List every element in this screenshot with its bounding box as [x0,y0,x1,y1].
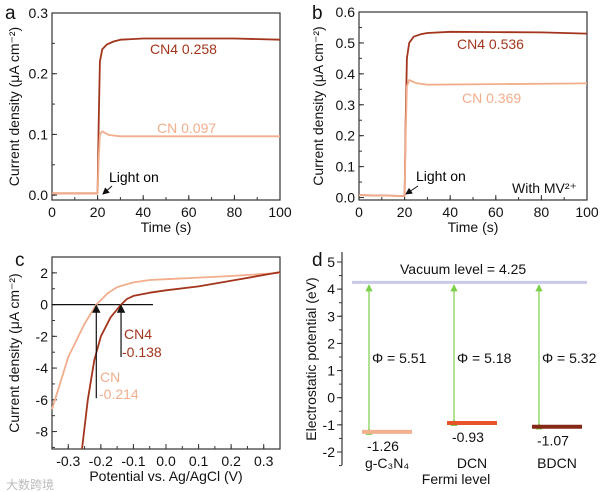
y-axis-label: Current density (μA cm⁻²) [310,26,326,185]
fermi-value-label: -1.07 [537,433,569,449]
cn-onset-label: -0.214 [99,386,139,402]
x-tick-label: 0.3 [254,453,274,469]
cn4-label-b: CN4 0.536 [457,36,524,52]
panel-d: -2 -1 0 1 2 3 4 5 Electrostatic potential (eV) Φ … [303,252,597,471]
x-tick-label: 60 [181,204,197,220]
x-tick-label: -0.2 [89,453,113,469]
x-tick-label: 40 [135,204,151,220]
fermi-level-label: Fermi level [422,471,490,487]
cn4-label-c: CN4 [124,326,152,342]
x-tick-label: 0.1 [189,453,209,469]
x-tick-label: -0.3 [56,453,80,469]
x-tick-label: 0.0 [156,453,176,469]
x-tick-label: 0 [355,204,363,220]
y-tick-label: -6 [36,392,49,408]
series-line-cn [51,272,281,410]
y-tick-label: 0.0 [29,187,49,203]
y-tick-label: -1 [323,417,336,433]
panel-letter-d: d [312,250,323,271]
work-function-label: Φ = 5.18 [457,350,512,366]
x-tick-label: 100 [575,204,599,220]
y-tick-label: 2 [327,335,335,351]
x-tick-label: 80 [227,204,243,220]
y-tick-label: 1 [327,363,335,379]
panel-c: -0.3 -0.2 -0.1 0.0 0.1 0.2 0.3 -8 -6 -4 -2 0 2 Potent… [6,256,281,484]
x-tick-label: 0 [48,204,56,220]
y-axis-label: Electrostatic potential (eV) [303,277,319,440]
x-axis-label: Time (s) [141,219,192,235]
x-tick-label: 60 [488,204,504,220]
cn-label-c: CN [100,369,120,385]
category-label: BDCN [537,455,577,471]
series-line-cn [358,79,588,197]
cn4-onset-label: -0.138 [122,344,162,360]
panel-letter-b: b [312,3,323,24]
light-on-arrow-b [405,185,419,195]
fermi-value-label: -0.93 [452,429,484,445]
cn-label-b: CN 0.369 [462,90,521,106]
vacuum-level-label: Vacuum level = 4.25 [400,261,526,277]
y-tick-label: 0.6 [336,4,356,20]
x-tick-label: 40 [442,204,458,220]
y-tick-label: 0.3 [29,5,49,21]
panel-letter-a: a [5,3,16,24]
cn-label-a: CN 0.097 [157,120,216,136]
light-on-label-a: Light on [109,169,159,185]
y-axis-label: Current density (μA cm⁻²) [6,273,22,432]
x-tick-label: 20 [397,204,413,220]
x-tick-label: 20 [90,204,106,220]
series-line-cn4 [81,271,281,450]
y-tick-label: -8 [36,424,49,440]
y-tick-label: 0.1 [29,126,49,142]
y-tick-label: 0.4 [336,66,356,82]
y-tick-label: 0.2 [29,66,49,82]
series-line-cn4 [358,30,588,197]
series-line-cn [52,130,280,195]
y-tick-label: 0.3 [336,97,356,113]
y-tick-label: 0 [327,390,335,406]
category-label: DCN [457,455,487,471]
panel-b: 0 20 40 60 80 100 0.0 0.1 0.2 0.3 0.4 0.5 0.6 Time (s… [310,4,599,235]
light-on-label-b: Light on [416,168,466,184]
work-function-label: Φ = 5.32 [542,350,597,366]
light-on-arrow-a [102,185,113,195]
watermark: 大数跨境 [6,477,54,492]
y-tick-label: 3 [327,308,335,324]
cn4-label-a: CN4 0.258 [150,41,217,57]
panel-letter-c: c [15,250,25,271]
x-tick-label: 80 [534,204,550,220]
y-tick-label: 0.1 [336,159,356,175]
x-tick-label: 100 [268,204,292,220]
y-tick-label: 5 [327,254,335,270]
panel-a: 0 20 40 60 80 100 0.0 0.1 0.2 0.3 Time (s) Current … [6,5,292,235]
x-tick-label: 0.2 [221,453,241,469]
y-tick-label: 2 [40,265,48,281]
y-tick-label: 0.5 [336,35,356,51]
y-tick-label: 4 [327,281,335,297]
x-axis-label: Potential vs. Ag/AgCl (V) [89,468,242,484]
y-tick-label: 0.2 [336,128,356,144]
x-tick-label: -0.1 [121,453,145,469]
y-tick-label: -4 [36,360,49,376]
fermi-value-label: -1.26 [367,438,399,454]
x-axis-label: Time (s) [448,219,499,235]
y-axis-label: Current density (μA cm⁻²) [6,27,22,186]
category-label: g-C₃N₄ [365,455,409,471]
y-tick-label: -2 [323,444,336,460]
y-tick-label: -2 [36,328,49,344]
series-line-cn4 [52,37,281,195]
work-function-label: Φ = 5.51 [372,350,427,366]
y-tick-label: 0 [40,297,48,313]
y-tick-label: 0.0 [336,190,356,206]
with-mv-label: With MV²⁺ [512,180,577,196]
